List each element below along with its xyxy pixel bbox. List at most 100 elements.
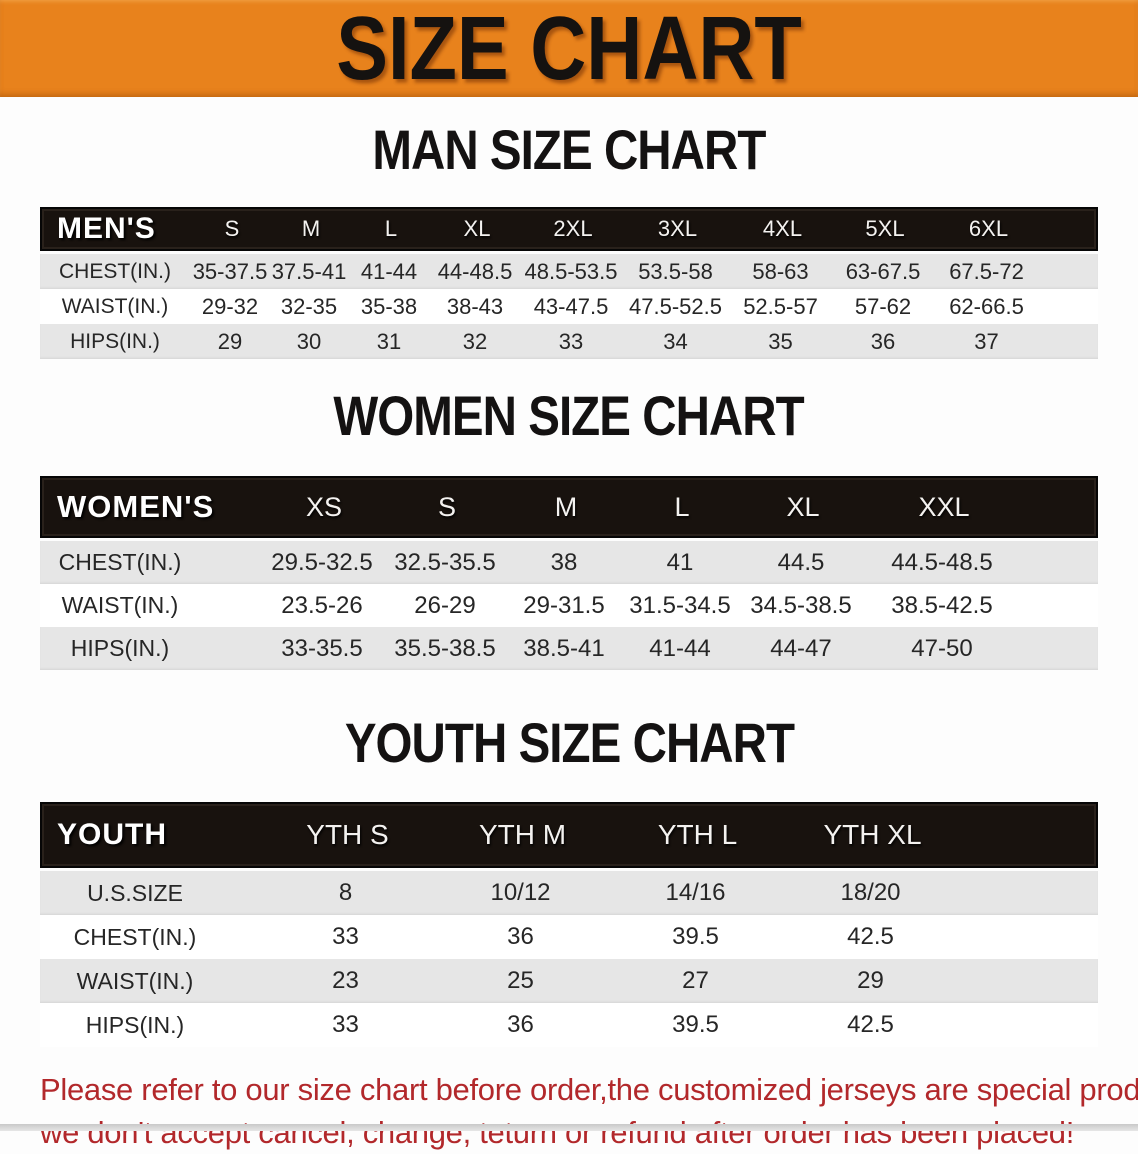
table-row: U.S.SIZE 8 10/12 14/16 18/20: [40, 871, 1098, 915]
size-cell: 48.5-53.5: [524, 258, 618, 284]
men-section-title: MAN SIZE CHART: [0, 122, 1138, 182]
row-measure-label: CHEST(IN.): [58, 549, 182, 575]
size-cell: 37.5-41: [271, 258, 347, 284]
size-cell: 29.5-32.5: [271, 548, 373, 576]
size-cell: 31.5-34.5: [629, 591, 731, 619]
size-cell: 32: [462, 328, 488, 354]
youth-size-table: YOUTH YTH S YTH M YTH L YTH XL U.S.SIZE 8 10/12…: [40, 802, 1098, 1047]
size-cell: 36: [870, 328, 896, 354]
men-size-table-header: MEN'S S M L XL 2XL 3XL 4XL 5XL 6XL: [40, 207, 1098, 251]
size-cell: 37: [974, 328, 999, 354]
size-cell: 29-31.5: [523, 591, 605, 619]
size-cell: 41-44: [360, 258, 418, 284]
size-cell: 58-63: [752, 258, 809, 284]
size-cell: 33: [332, 1011, 359, 1038]
size-cell: 38.5-41: [523, 634, 605, 662]
youth-section-title: YOUTH SIZE CHART: [0, 711, 1138, 775]
size-cell: 23: [332, 967, 359, 994]
table-row: CHEST(IN.) 29.5-32.5 32.5-35.5 38 41 44.5 44.5…: [40, 541, 1098, 584]
size-cell: 34: [663, 328, 688, 354]
size-column-label: YTH M: [478, 819, 567, 850]
size-cell: 35-37.5: [192, 258, 268, 284]
size-chart-banner: SIZE CHART: [0, 0, 1138, 97]
size-cell: 29: [857, 967, 884, 994]
size-column-label: 4XL: [762, 216, 803, 241]
size-cell: 14/16: [665, 879, 726, 906]
youth-section-title-text: YOUTH SIZE CHART: [344, 711, 794, 775]
bottom-edge-strip: [0, 1124, 1138, 1131]
row-measure-label: WAIST(IN.): [76, 967, 194, 994]
size-cell: 32.5-35.5: [394, 548, 496, 576]
row-measure-label: U.S.SIZE: [87, 879, 183, 906]
size-cell: 47.5-52.5: [629, 293, 722, 319]
size-column-label: XXL: [918, 491, 970, 522]
size-cell: 25: [507, 967, 534, 994]
size-cell: 34.5-38.5: [750, 591, 852, 619]
table-row: WAIST(IN.) 29-32 32-35 35-38 38-43 43-47.5 47.…: [40, 289, 1098, 324]
table-row: WAIST(IN.) 23 25 27 29: [40, 959, 1098, 1003]
size-cell: 38: [550, 548, 578, 576]
size-column-label: M: [554, 491, 578, 522]
page-title: SIZE CHART: [336, 0, 802, 98]
size-cell: 38-43: [446, 293, 504, 319]
size-column-label: S: [437, 491, 456, 522]
size-column-label: YTH S: [306, 819, 389, 850]
size-cell: 52.5-57: [743, 293, 818, 319]
women-section-title: WOMEN SIZE CHART: [0, 388, 1138, 449]
disclaimer-line-1: Please refer to our size chart before or…: [40, 1072, 1138, 1107]
size-cell: 26-29: [414, 591, 476, 619]
size-cell: 35-38: [360, 293, 418, 319]
table-row: CHEST(IN.) 35-37.5 37.5-41 41-44 44-48.5 48.5…: [40, 254, 1098, 289]
size-column-label: YTH XL: [823, 819, 922, 850]
size-cell: 53.5-58: [638, 258, 713, 284]
men-section: MAN SIZE CHART MEN'S S M L XL 2XL 3XL 4XL 5XL 6XL…: [0, 122, 1138, 359]
disclaimer-line-2: we don't accept cancel, change, teturn o…: [40, 1115, 1075, 1150]
row-measure-label: HIPS(IN.): [85, 1011, 185, 1038]
table-row: CHEST(IN.) 33 36 39.5 42.5: [40, 915, 1098, 959]
row-measure-label: CHEST(IN.): [59, 259, 171, 283]
size-cell: 18/20: [840, 879, 901, 906]
size-cell: 10/12: [490, 879, 551, 906]
size-cell: 31: [376, 328, 402, 354]
size-cell: 39.5: [672, 1011, 719, 1038]
table-row: HIPS(IN.) 33 36 39.5 42.5: [40, 1003, 1098, 1047]
size-column-label: XL: [786, 491, 820, 522]
size-cell: 44-47: [770, 634, 832, 662]
men-size-table: MEN'S S M L XL 2XL 3XL 4XL 5XL 6XL CHEST(IN.) 35-37…: [40, 207, 1098, 359]
size-cell: 35.5-38.5: [394, 634, 496, 662]
size-cell: 36: [507, 923, 534, 950]
size-cell: 67.5-72: [949, 258, 1024, 284]
size-cell: 41-44: [649, 634, 711, 662]
size-cell: 41: [666, 548, 694, 576]
size-column-label: 5XL: [865, 216, 905, 241]
row-measure-label: CHEST(IN.): [73, 923, 197, 950]
size-cell: 35: [768, 328, 793, 354]
women-size-table: WOMEN'S XS S M L XL XXL CHEST(IN.) 29.5-32.5 32.5…: [40, 476, 1098, 670]
size-column-label: 3XL: [657, 216, 698, 241]
size-cell: 33: [558, 328, 584, 354]
size-cell: 36: [507, 1011, 534, 1038]
size-cell: 27: [682, 967, 709, 994]
size-cell: 33: [332, 923, 359, 950]
size-cell: 42.5: [847, 1011, 894, 1038]
size-cell: 29-32: [201, 293, 259, 319]
size-cell: 44.5: [777, 548, 825, 576]
size-column-label: 6XL: [968, 216, 1009, 241]
table-corner-label: YOUTH: [57, 818, 167, 851]
size-cell: 38.5-42.5: [891, 591, 993, 619]
table-row: HIPS(IN.) 29 30 31 32 33 34 35 36 37: [40, 324, 1098, 359]
table-corner-label: WOMEN'S: [57, 489, 215, 524]
size-column-label: L: [674, 491, 690, 522]
size-column-label: L: [384, 216, 398, 241]
size-cell: 44-48.5: [437, 258, 513, 284]
size-cell: 39.5: [672, 923, 719, 950]
size-column-label: XS: [305, 491, 343, 522]
youth-size-table-header: YOUTH YTH S YTH M YTH L YTH XL: [40, 802, 1098, 868]
row-measure-label: HIPS(IN.): [70, 329, 160, 353]
row-measure-label: WAIST(IN.): [61, 592, 179, 618]
size-cell: 62-66.5: [949, 293, 1024, 319]
row-measure-label: HIPS(IN.): [70, 635, 170, 661]
size-cell: 47-50: [911, 634, 973, 662]
youth-section: YOUTH SIZE CHART YOUTH YTH S YTH M YTH L YTH…: [0, 711, 1138, 1047]
